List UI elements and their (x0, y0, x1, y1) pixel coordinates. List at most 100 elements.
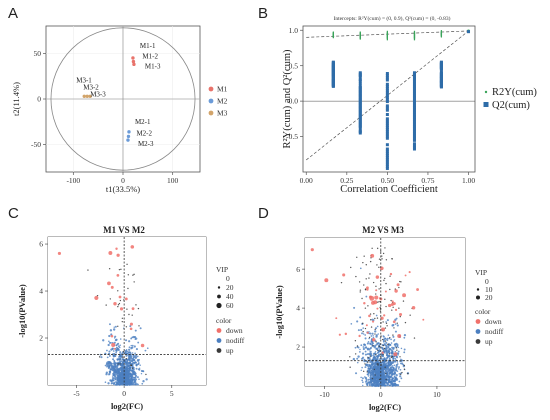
nodiff-point (130, 376, 132, 378)
panel-b-legend: R2Y(cum) Q2(cum) (483, 87, 537, 111)
nodiff-point (386, 356, 389, 359)
nodiff-point (380, 358, 382, 361)
nodiff-point (134, 354, 138, 357)
up-point (367, 305, 369, 307)
nodiff-point (132, 372, 135, 375)
nodiff-point (118, 346, 121, 349)
nodiff-point (114, 362, 117, 364)
up-point (127, 287, 129, 290)
q2-permutation-point (358, 84, 362, 88)
nodiff-point (390, 369, 392, 371)
nodiff-point (359, 348, 361, 351)
nodiff-point (114, 369, 117, 372)
up-point (377, 301, 379, 303)
up-point (122, 350, 125, 353)
nodiff-point (119, 380, 122, 383)
up-point (119, 299, 122, 302)
q2-permutation-point (412, 74, 416, 78)
nodiff-point (109, 329, 113, 332)
up-point (87, 269, 89, 271)
nodiff-point (146, 347, 149, 350)
q2-permutation-point (385, 154, 389, 158)
nodiff-point (120, 367, 123, 370)
up-point (369, 355, 372, 357)
nodiff-point (113, 359, 116, 362)
nodiff-point (396, 370, 399, 372)
nodiff-point (396, 324, 399, 327)
up-point (379, 300, 381, 303)
up-point (372, 344, 374, 347)
nodiff-point (375, 384, 378, 387)
nodiff-point (102, 339, 105, 342)
up-point (128, 313, 130, 316)
q2-permutation-point (385, 106, 389, 110)
nodiff-point (384, 381, 387, 383)
nodiff-point (371, 318, 374, 321)
q2-permutation-point (412, 98, 416, 102)
y-tick-label: 6 (296, 265, 300, 274)
nodiff-point (377, 365, 380, 368)
nodiff-point (134, 378, 137, 381)
nodiff-point (120, 360, 123, 363)
up-point (383, 347, 386, 350)
nodiff-point (137, 383, 139, 386)
nodiff-point (134, 376, 137, 378)
nodiff-point (367, 373, 370, 375)
nodiff-point (131, 344, 134, 347)
nodiff-point (387, 370, 390, 373)
nodiff-point (118, 368, 120, 370)
nodiff-point (356, 361, 359, 364)
up-point (377, 364, 379, 366)
q2-permutation-point (385, 130, 389, 134)
down-point (397, 334, 402, 338)
up-point (356, 256, 358, 259)
down-point (375, 289, 378, 292)
up-point (384, 277, 386, 280)
nodiff-point (365, 363, 368, 366)
nodiff-point (381, 377, 384, 380)
up-point (369, 273, 371, 275)
nodiff-point (120, 371, 123, 374)
up-point (125, 326, 128, 328)
nodiff-point (131, 380, 134, 384)
up-point (129, 364, 132, 366)
q2-permutation-point (412, 112, 416, 116)
up-point (403, 368, 406, 370)
up-point (375, 285, 377, 288)
nodiff-point (374, 362, 376, 364)
down-point (113, 302, 117, 306)
down-point (342, 273, 346, 277)
nodiff-point (108, 350, 111, 353)
down-point (402, 293, 407, 298)
up-point (381, 258, 383, 260)
nodiff-point (356, 346, 359, 348)
legend-color-title: color (216, 316, 232, 325)
q2-permutation-point (412, 114, 416, 118)
down-point (124, 297, 128, 301)
nodiff-point (394, 360, 396, 363)
up-point (384, 247, 386, 249)
nodiff-point (138, 361, 140, 363)
nodiff-point (394, 377, 397, 380)
nodiff-point (391, 376, 393, 378)
sample-label: M1-3 (145, 62, 161, 70)
up-point (387, 343, 389, 346)
nodiff-point (110, 380, 113, 383)
nodiff-point (393, 339, 396, 341)
nodiff-point (105, 360, 112, 367)
nodiff-point (140, 372, 143, 375)
nodiff-point (395, 370, 397, 372)
sample-label: M2-3 (138, 140, 154, 148)
nodiff-point (377, 371, 380, 373)
up-point (378, 258, 381, 260)
down-point (118, 295, 122, 299)
up-point (369, 313, 372, 315)
q2-permutation-point (385, 93, 389, 97)
nodiff-point (392, 368, 395, 371)
down-point (404, 274, 407, 277)
down-point (130, 245, 135, 249)
legend-color-label: up (226, 346, 234, 355)
up-point (117, 325, 119, 328)
legend-swatch-m3 (208, 110, 214, 116)
